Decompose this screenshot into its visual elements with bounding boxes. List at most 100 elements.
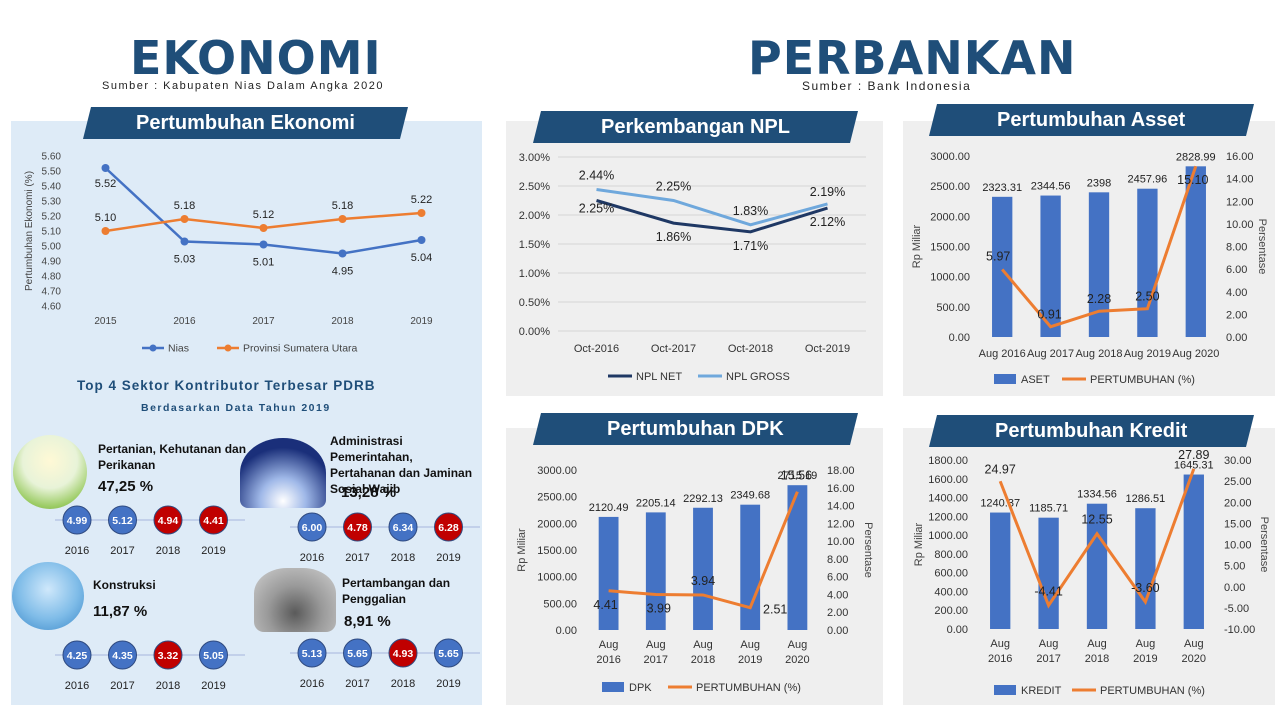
year-label: 2018	[391, 552, 415, 564]
growth-value: 4.41	[203, 515, 224, 527]
y-tick-label: 5.50	[42, 167, 62, 178]
growth-dot	[297, 512, 327, 542]
y-tick-label: 400.00	[934, 586, 968, 598]
y2-tick-label: 12.00	[827, 518, 855, 530]
y2-tick-label: 14.00	[827, 501, 855, 513]
y-axis-title: Pertumbuhan Ekonomi (%)	[24, 171, 35, 291]
growth-value: 4.25	[67, 650, 88, 662]
y-tick-label: 5.30	[42, 197, 62, 208]
y2-axis-title: Persentase	[1256, 219, 1268, 275]
y2-tick-label: 10.00	[1224, 540, 1252, 552]
x-tick-label: Aug	[646, 639, 666, 651]
government-building-icon	[240, 438, 326, 508]
legend-swatch	[994, 374, 1016, 384]
x-tick-label: Aug	[788, 639, 808, 651]
year-label: 2018	[156, 680, 180, 692]
growth-line	[1001, 165, 1198, 329]
growth-value: 4.94	[158, 515, 179, 527]
x-tick-label: 2020	[785, 654, 809, 666]
bar	[693, 507, 713, 630]
y-tick-label: 2.50%	[519, 181, 550, 193]
data-point	[259, 240, 268, 249]
data-label: 5.18	[332, 200, 353, 212]
y-tick-label: 5.10	[42, 227, 62, 238]
y-tick-label: 3.00%	[519, 152, 550, 164]
y2-tick-label: 16.00	[827, 483, 855, 495]
data-label: 5.01	[253, 257, 274, 269]
x-tick-label: 2019	[1133, 653, 1157, 665]
banner-ekonomi: Pertumbuhan Ekonomi	[83, 107, 408, 139]
dpk-bar-line-chart: 0.00 500.00 1000.00 1500.00 2000.00 2500.00 30…	[516, 465, 874, 694]
x-tick-label: 2020	[1182, 653, 1206, 665]
data-point	[180, 237, 189, 246]
series-line-npl-net	[596, 199, 828, 234]
data-label: 1.83%	[733, 204, 768, 218]
y-tick-label: 1000.00	[930, 272, 970, 284]
y-axis-title: Rp Miliar	[516, 528, 528, 572]
sektor-4-name: Pertambangan dan Penggalian	[342, 576, 451, 606]
y2-tick-label: 20.00	[1224, 497, 1252, 509]
sektor-3-pct: 11,87 %	[93, 603, 148, 620]
y-tick-label: 1.00%	[519, 268, 550, 280]
line-value-label: 3.99	[647, 602, 671, 616]
x-tick-label: Aug 2019	[1124, 348, 1171, 360]
sektor-3-growth-dots: 4.25 2016 4.35 2017 3.32 2018 5.05 2019	[55, 640, 245, 692]
y2-tick-label: 4.00	[1226, 287, 1247, 299]
y-tick-label: 5.00	[42, 242, 62, 253]
data-point	[338, 215, 347, 223]
y2-tick-label: 10.00	[827, 536, 855, 548]
y2-tick-label: 6.00	[827, 572, 848, 584]
line-value-label: 2.51	[763, 603, 787, 617]
data-point	[417, 209, 426, 217]
y-tick-label: 2500.00	[537, 492, 577, 504]
y2-tick-label: 5.00	[1224, 561, 1245, 573]
y-tick-label: 4.70	[42, 287, 62, 298]
growth-dot	[434, 638, 463, 668]
growth-dot	[153, 640, 183, 670]
legend-label: KREDIT	[1021, 685, 1062, 697]
y2-tick-label: 0.00	[1224, 582, 1245, 594]
data-point	[180, 215, 189, 223]
y-tick-label: 1600.00	[928, 474, 968, 486]
line-value-label: 2.28	[1087, 292, 1111, 306]
bar	[1088, 192, 1110, 337]
sektor-subtitle: Berdasarkan Data Tahun 2019	[141, 402, 331, 414]
legend-label: DPK	[629, 682, 652, 694]
x-tick-label: Aug	[740, 639, 760, 651]
growth-value: 5.12	[112, 515, 133, 527]
y-tick-label: 600.00	[934, 568, 968, 580]
y2-tick-label: 2.00	[827, 607, 848, 619]
x-tick-label: Aug	[1039, 638, 1059, 650]
banner-npl: Perkembangan NPL	[533, 111, 858, 143]
bar	[1135, 508, 1156, 629]
data-point	[417, 236, 426, 244]
x-tick-label: Oct-2017	[651, 343, 696, 355]
line-value-label: 12.55	[1081, 513, 1112, 527]
y2-axis-title: Persentase	[1258, 517, 1270, 573]
x-tick-label: Aug	[599, 639, 619, 651]
line-value-label: 2.50	[1135, 290, 1159, 304]
legend-label: PERTUMBUHAN (%)	[1090, 374, 1195, 386]
data-point	[338, 249, 347, 258]
bar-value-label: 1645.31	[1174, 460, 1214, 472]
y-tick-label: 2500.00	[930, 181, 970, 193]
y2-tick-label: 15.00	[1224, 518, 1252, 530]
bar-value-label: 2205.14	[636, 497, 676, 509]
data-label: 5.03	[174, 254, 195, 266]
y2-tick-label: 14.00	[1226, 174, 1254, 186]
y-tick-label: 1000.00	[537, 572, 577, 584]
ekonomi-title: EKONOMI	[130, 31, 382, 85]
growth-dot	[343, 512, 372, 542]
line-value-label: 0.91	[1037, 308, 1061, 322]
bar-value-label: 2349.68	[730, 490, 770, 502]
x-tick-label: Oct-2018	[728, 343, 773, 355]
y-tick-label: 1500.00	[930, 242, 970, 254]
year-label: 2019	[201, 680, 225, 692]
x-tick-label: 2018	[1085, 653, 1109, 665]
npl-line-chart: 0.00% 0.50% 1.00% 1.50% 2.00% 2.50% 3.00% Oct-2…	[519, 152, 866, 383]
year-label: 2019	[436, 552, 460, 564]
growth-dot	[199, 505, 228, 535]
year-label: 2017	[345, 678, 369, 690]
growth-dot	[62, 505, 92, 535]
y2-tick-label: 6.00	[1226, 264, 1247, 276]
